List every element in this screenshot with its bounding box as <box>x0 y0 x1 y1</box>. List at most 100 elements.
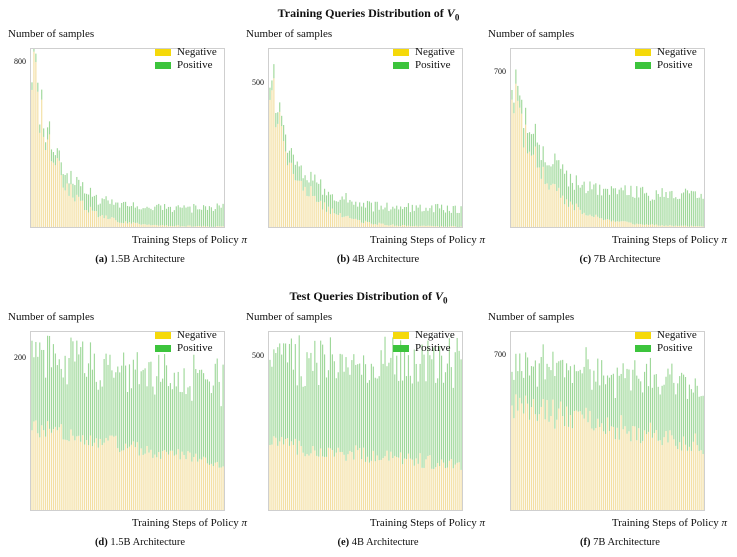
bar-negative <box>33 51 35 227</box>
plot-area <box>30 331 225 511</box>
bar-positive <box>640 381 642 444</box>
bar-positive <box>437 203 439 227</box>
bar-positive <box>419 204 421 226</box>
bar-positive <box>275 353 277 438</box>
bar-positive <box>605 384 607 434</box>
bar-positive <box>203 373 205 457</box>
bar-positive <box>647 195 650 225</box>
bar-positive <box>273 64 275 79</box>
bar-negative <box>544 184 546 227</box>
bar-negative <box>392 458 394 510</box>
bar-positive <box>156 204 158 226</box>
bar-positive <box>683 374 685 437</box>
bar-positive <box>109 203 111 219</box>
bar-positive <box>587 359 589 423</box>
bar-positive <box>702 395 704 455</box>
legend-swatch-positive <box>393 345 409 352</box>
bar-positive <box>308 358 310 456</box>
plot-area <box>30 48 225 228</box>
bar-positive <box>417 207 419 227</box>
bar-positive <box>684 188 687 226</box>
legend: Negative Positive <box>635 329 697 355</box>
bar-negative <box>431 468 433 510</box>
bar-positive <box>622 363 624 430</box>
bar-positive <box>185 394 187 460</box>
bar-positive <box>269 87 271 100</box>
bar-negative <box>439 466 441 510</box>
bar-positive <box>649 357 651 423</box>
bar-negative <box>363 447 365 510</box>
bar-negative <box>636 223 638 227</box>
bar-positive <box>201 369 203 460</box>
bar-negative <box>214 462 216 510</box>
bar-negative <box>577 411 579 510</box>
bar-positive <box>345 357 347 461</box>
bar-positive <box>661 385 663 446</box>
bar-positive <box>86 193 88 211</box>
bar-negative <box>86 440 88 510</box>
legend: Negative Positive <box>155 46 217 72</box>
bar-negative <box>546 400 548 510</box>
bar-positive <box>569 366 572 415</box>
legend-swatch-negative <box>155 332 171 339</box>
bar-negative <box>519 107 521 227</box>
bar-negative <box>599 218 601 227</box>
legend-swatch-positive <box>635 345 651 352</box>
bar-positive <box>134 207 136 223</box>
legend-swatch-positive <box>155 62 171 69</box>
x-axis-label-pi: π <box>479 234 485 246</box>
bar-positive <box>415 205 417 226</box>
bar-negative <box>622 429 624 510</box>
bar-positive <box>587 190 589 216</box>
legend-swatch-positive <box>155 345 171 352</box>
bar-positive <box>634 197 636 225</box>
bar-positive <box>87 194 90 213</box>
bar-positive <box>442 210 445 227</box>
bar-positive <box>82 182 84 201</box>
bar-positive <box>698 197 700 227</box>
bar-negative <box>322 456 324 510</box>
bar-positive <box>644 371 646 431</box>
bar-negative <box>597 216 599 227</box>
bar-positive <box>341 354 343 452</box>
bar-negative <box>111 217 113 227</box>
bar-positive <box>68 358 70 442</box>
legend-item-positive: Positive <box>155 342 217 355</box>
bar-negative <box>630 441 632 510</box>
bar-positive <box>554 153 556 185</box>
bar-positive <box>361 374 363 460</box>
bar-negative <box>136 442 138 510</box>
bar-negative <box>160 225 162 227</box>
chart-panel-c: Number of samples 700 Negative Positive Trai… <box>488 28 728 268</box>
bar-positive <box>37 82 39 92</box>
bar-negative <box>335 214 337 227</box>
bar-positive <box>448 338 450 461</box>
bar-positive <box>376 378 378 456</box>
bar-negative <box>43 430 45 510</box>
bar-negative <box>193 456 195 510</box>
bar-positive <box>212 210 214 227</box>
bar-positive <box>458 350 460 463</box>
bar-negative <box>273 78 275 227</box>
x-axis-label-text: Training Steps of Policy <box>131 234 242 246</box>
bar-negative <box>413 465 415 510</box>
bar-positive <box>429 355 431 456</box>
bar-positive <box>683 192 685 226</box>
bar-negative <box>681 450 683 510</box>
bar-negative <box>201 226 203 227</box>
bar-negative <box>224 466 225 511</box>
bar-positive <box>288 150 291 163</box>
bar-positive <box>372 366 374 451</box>
bar-negative <box>427 225 429 227</box>
bar-negative <box>567 426 570 510</box>
bar-positive <box>439 208 441 227</box>
bar-positive <box>675 394 677 446</box>
bar-positive <box>566 170 568 200</box>
bar-negative <box>431 225 433 227</box>
bar-negative <box>39 132 41 227</box>
bar-negative <box>203 456 205 510</box>
bar-negative <box>341 217 343 227</box>
bar-positive <box>290 338 292 442</box>
bar-positive <box>183 368 185 456</box>
bar-negative <box>614 221 616 227</box>
